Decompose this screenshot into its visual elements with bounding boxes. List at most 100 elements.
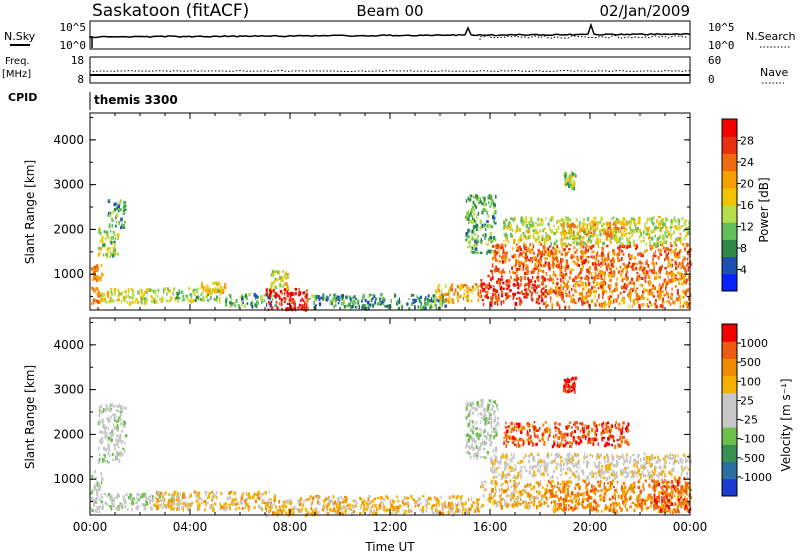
- echo-cell: [305, 289, 308, 293]
- echo-cell: [637, 294, 639, 297]
- echo-cell: [382, 498, 386, 502]
- echo-cell: [170, 499, 173, 503]
- echo-cell: [136, 505, 139, 509]
- echo-cell: [460, 502, 464, 506]
- echo-cell: [518, 428, 520, 432]
- echo-cell: [645, 459, 649, 463]
- echo-cell: [298, 288, 300, 291]
- echo-cell: [132, 501, 135, 506]
- echo-cell: [513, 254, 516, 259]
- echo-cell: [105, 404, 107, 407]
- echo-cell: [477, 436, 480, 441]
- echo-cell: [562, 248, 566, 252]
- echo-cell: [473, 452, 477, 457]
- echo-cell: [349, 297, 352, 301]
- echo-cell: [616, 459, 618, 464]
- echo-cell: [443, 299, 446, 303]
- echo-cell: [660, 290, 663, 294]
- echo-cell: [602, 291, 605, 296]
- echo-cell: [559, 431, 561, 435]
- echo-cell: [99, 505, 101, 508]
- echo-cell: [655, 460, 658, 464]
- echo-cell: [486, 291, 489, 294]
- echo-cell: [543, 461, 545, 465]
- echo-cell: [607, 466, 611, 471]
- echo-cell: [272, 273, 275, 277]
- ytick-label: 2000: [53, 222, 84, 236]
- echo-cell: [445, 298, 448, 302]
- echo-cell: [256, 305, 258, 309]
- echo-cell: [513, 484, 516, 488]
- echo-cell: [310, 502, 313, 507]
- echo-cell: [111, 428, 114, 432]
- echo-cell: [494, 222, 497, 225]
- echo-cell: [454, 510, 457, 514]
- echo-cell: [539, 229, 542, 232]
- echo-cell: [110, 229, 112, 233]
- echo-cell: [537, 452, 539, 456]
- echo-cell: [489, 205, 491, 208]
- echo-cell: [642, 239, 645, 243]
- echo-cell: [427, 294, 430, 298]
- echo-cell: [608, 238, 611, 242]
- echo-cell: [205, 493, 208, 497]
- echo-cell: [589, 224, 593, 228]
- echo-cell: [618, 229, 622, 233]
- echo-cell: [105, 253, 108, 257]
- echo-cell: [293, 505, 296, 509]
- echo-cell: [281, 284, 285, 289]
- echo-cell: [102, 293, 105, 298]
- echo-cell: [158, 494, 161, 499]
- echo-cell: [235, 498, 237, 501]
- echo-cell: [454, 502, 456, 506]
- echo-cell: [561, 232, 564, 236]
- echo-cell: [598, 473, 601, 477]
- echo-cell: [675, 225, 677, 229]
- echo-cell: [673, 252, 676, 256]
- echo-cell: [267, 500, 270, 503]
- echo-cell: [310, 507, 313, 511]
- echo-cell: [551, 258, 554, 263]
- echo-cell: [536, 265, 539, 270]
- echo-cell: [641, 253, 644, 258]
- echo-cell: [461, 510, 464, 515]
- echo-cell: [584, 456, 587, 459]
- echo-cell: [645, 288, 648, 292]
- echo-cell: [629, 457, 632, 462]
- echo-cell: [552, 459, 554, 463]
- echo-cell: [587, 303, 590, 308]
- echo-cell: [100, 246, 103, 251]
- echo-cell: [254, 303, 258, 308]
- echo-cell: [434, 302, 436, 305]
- echo-cell: [552, 246, 555, 250]
- echo-cell: [607, 226, 610, 230]
- echo-cell: [545, 235, 548, 238]
- echo-cell: [661, 284, 664, 288]
- echo-cell: [682, 259, 684, 263]
- echo-cell: [471, 236, 474, 241]
- echo-cell: [110, 438, 113, 442]
- echo-cell: [481, 202, 484, 206]
- echo-cell: [629, 456, 632, 460]
- echo-cell: [539, 502, 542, 507]
- echo-cell: [94, 497, 97, 502]
- echo-cell: [687, 454, 690, 457]
- echo-cell: [560, 284, 562, 288]
- echo-cell: [622, 296, 625, 300]
- echo-cell: [453, 293, 455, 296]
- echo-cell: [521, 490, 523, 494]
- echo-cell: [277, 294, 280, 298]
- echo-cell: [665, 218, 668, 222]
- echo-cell: [284, 300, 286, 303]
- echo-cell: [270, 285, 273, 290]
- echo-cell: [532, 475, 535, 478]
- echo-cell: [520, 276, 523, 280]
- echo-cell: [531, 285, 533, 290]
- echo-cell: [119, 503, 122, 508]
- echo-cell: [683, 257, 686, 261]
- echo-cell: [664, 456, 667, 459]
- echo-cell: [176, 507, 179, 511]
- echo-cell: [510, 275, 512, 280]
- echo-cell: [494, 487, 497, 491]
- echo-cell: [558, 422, 561, 426]
